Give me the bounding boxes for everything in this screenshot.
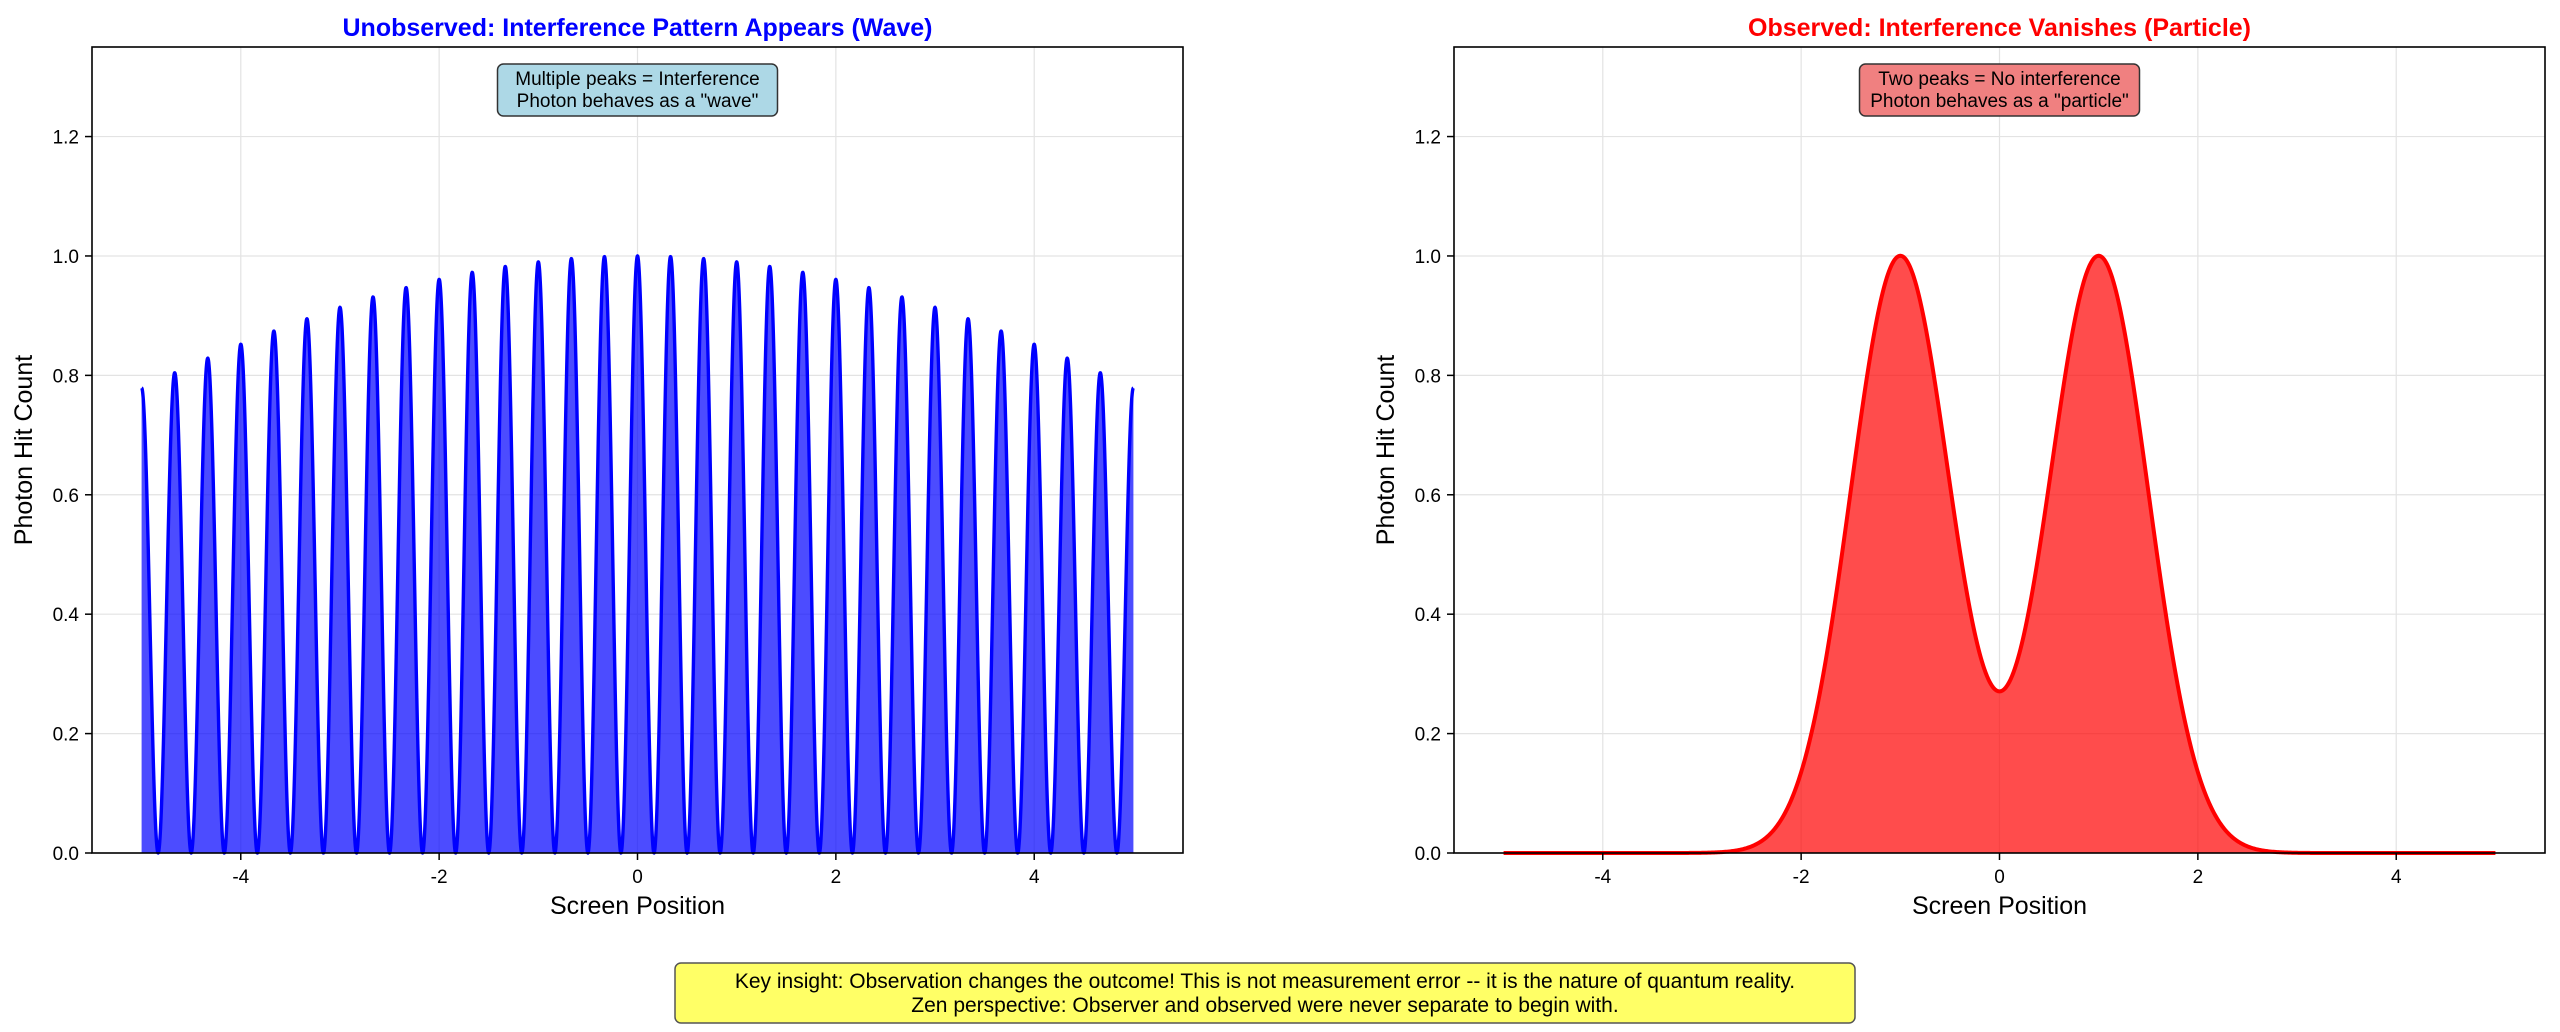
- wave-chart-title: Unobserved: Interference Pattern Appears…: [343, 14, 933, 42]
- footer-insight-box: Key insight: Observation changes the out…: [674, 962, 1856, 1024]
- wave-x-tick-label-2: 0: [632, 867, 643, 888]
- wave-fill-area: [141, 255, 1134, 853]
- footer-background: [674, 962, 1856, 1024]
- wave-line: [140, 254, 1135, 855]
- particle-x-tick-label-4: 4: [2391, 867, 2402, 888]
- wave-x-axis-label: Screen Position: [550, 892, 725, 920]
- particle-y-axis-label: Photon Hit Count: [1372, 355, 1400, 545]
- wave-annotation-background: [496, 63, 779, 117]
- wave-y-axis-label: Photon Hit Count: [10, 355, 38, 545]
- footer-line-1: Key insight: Observation changes the out…: [735, 970, 1795, 993]
- particle-x-ticks: -4 -2 0 2 4: [1594, 853, 2402, 888]
- wave-x-tick-label-3: 2: [831, 867, 842, 888]
- particle-annotation-line-1: Two peaks = No interference: [1878, 69, 2120, 90]
- wave-y-tick-label-6: 1.2: [53, 128, 79, 149]
- particle-annotation-box: Two peaks = No interference Photon behav…: [1858, 63, 2141, 117]
- wave-x-tick-label-4: 4: [1029, 867, 1040, 888]
- wave-y-ticks: 0.0 0.2 0.4 0.6 0.8 1.0 1.2: [53, 128, 92, 865]
- wave-y-tick-label-4: 0.8: [53, 366, 79, 387]
- wave-annotation-line-1: Multiple peaks = Interference: [515, 69, 760, 90]
- particle-x-tick-label-3: 2: [2193, 867, 2204, 888]
- particle-x-axis-label: Screen Position: [1912, 892, 2087, 920]
- particle-x-tick-label-1: -2: [1793, 867, 1810, 888]
- particle-y-tick-label-3: 0.6: [1415, 486, 1441, 507]
- wave-y-tick-label-3: 0.6: [53, 486, 79, 507]
- wave-annotation-box: Multiple peaks = Interference Photon beh…: [496, 63, 779, 117]
- wave-y-tick-label-0: 0.0: [53, 844, 79, 865]
- wave-y-tick-label-2: 0.4: [53, 605, 80, 626]
- particle-y-tick-label-1: 0.2: [1415, 725, 1441, 746]
- wave-y-tick-label-1: 0.2: [53, 725, 79, 746]
- wave-y-tick-label-5: 1.0: [53, 247, 79, 268]
- particle-x-tick-label-2: 0: [1994, 867, 2005, 888]
- particle-y-tick-label-4: 0.8: [1415, 366, 1441, 387]
- particle-panel: 0.0 0.2 0.4 0.6 0.8 1.0 1.2 -4 -2 0 2 4 Observed: …: [1372, 14, 2546, 920]
- particle-y-tick-label-2: 0.4: [1415, 605, 1442, 626]
- particle-y-tick-label-5: 1.0: [1415, 247, 1441, 268]
- particle-y-tick-label-0: 0.0: [1415, 844, 1441, 865]
- wave-x-tick-label-0: -4: [232, 867, 249, 888]
- wave-x-ticks: -4 -2 0 2 4: [232, 853, 1040, 888]
- particle-annotation-line-2: Photon behaves as a "particle": [1870, 91, 2129, 112]
- particle-y-tick-label-6: 1.2: [1415, 128, 1441, 149]
- particle-fill-area: [1503, 255, 2496, 853]
- wave-panel: 0.0 0.2 0.4 0.6 0.8 1.0 1.2 -4 -2 0 2 4 Unobserved…: [10, 14, 1184, 920]
- wave-x-tick-label-1: -2: [431, 867, 448, 888]
- particle-annotation-background: [1858, 63, 2141, 117]
- footer-line-2: Zen perspective: Observer and observed w…: [911, 994, 1618, 1017]
- particle-y-ticks: 0.0 0.2 0.4 0.6 0.8 1.0 1.2: [1415, 128, 1454, 865]
- particle-chart-title: Observed: Interference Vanishes (Particl…: [1748, 14, 2251, 42]
- particle-x-tick-label-0: -4: [1594, 867, 1611, 888]
- wave-annotation-line-2: Photon behaves as a "wave": [517, 91, 759, 112]
